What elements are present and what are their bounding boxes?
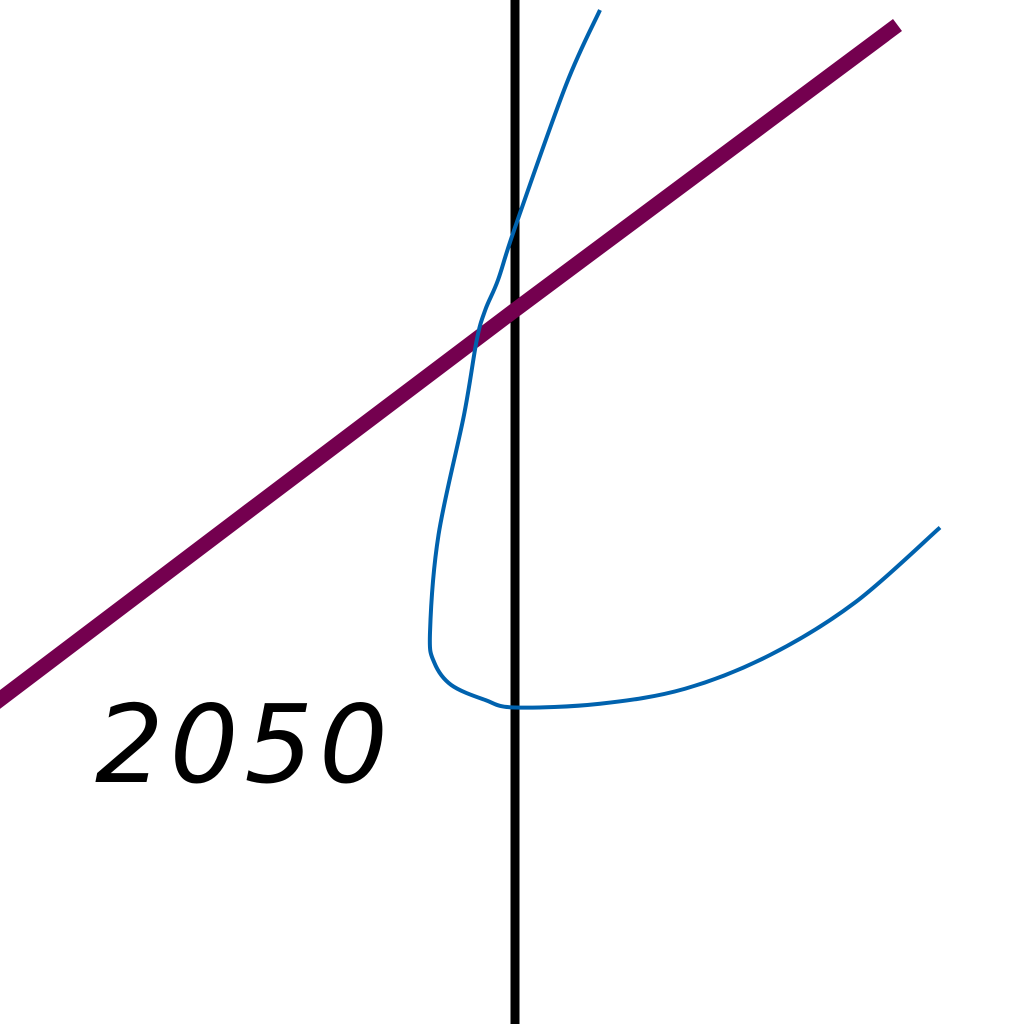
series-straight-line: [0, 18, 902, 709]
chart-lines-layer: [0, 0, 942, 1024]
year-annotation: 2050: [95, 683, 394, 808]
series-looping-curve: [427, 9, 942, 710]
